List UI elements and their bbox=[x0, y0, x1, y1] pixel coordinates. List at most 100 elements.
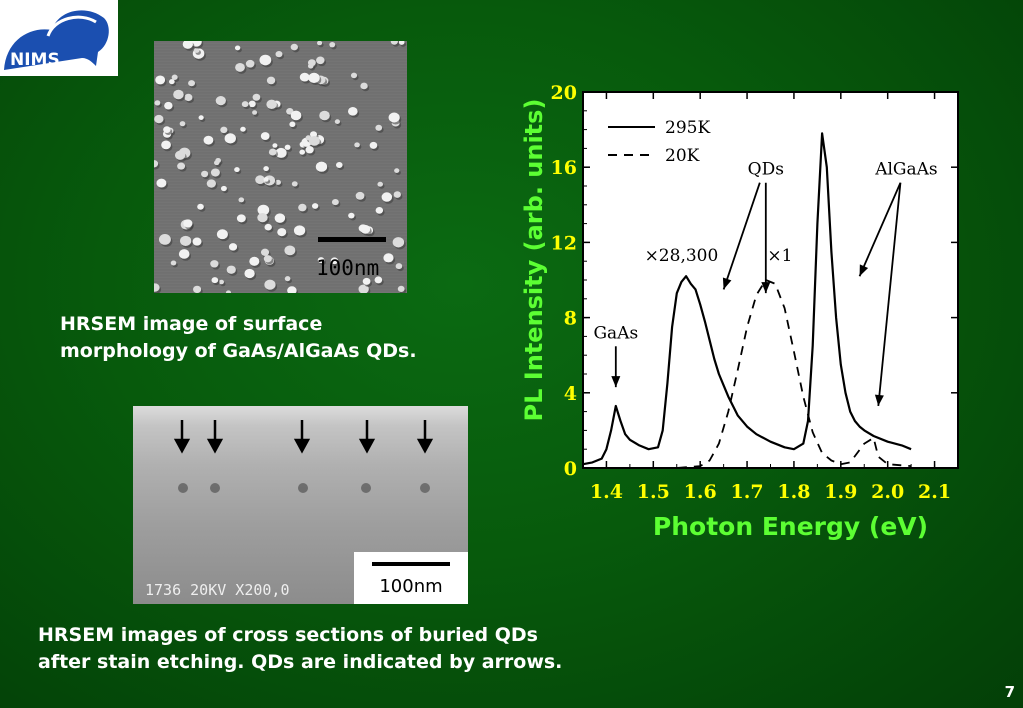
quantum-dot bbox=[155, 75, 166, 85]
quantum-dot bbox=[211, 277, 219, 284]
quantum-dot bbox=[293, 225, 306, 236]
x-tick-label: 1.4 bbox=[590, 481, 623, 503]
series-group bbox=[582, 132, 912, 469]
series-line-20k bbox=[629, 279, 912, 469]
plot-frame bbox=[582, 91, 959, 469]
quantum-dot bbox=[397, 285, 405, 292]
quantum-dot bbox=[284, 144, 291, 150]
quantum-dot bbox=[394, 168, 400, 174]
quantum-dot bbox=[259, 54, 272, 66]
quantum-dot bbox=[308, 135, 320, 146]
annotation-label: AlGaAs bbox=[874, 160, 937, 180]
annotation-arrow bbox=[877, 182, 902, 407]
y-axis-label: PL Intensity (arb. units) bbox=[520, 99, 548, 422]
quantum-dot bbox=[264, 279, 276, 290]
quantum-dot bbox=[249, 256, 260, 266]
quantum-dot bbox=[395, 263, 403, 270]
annotation-arrowhead bbox=[761, 282, 771, 294]
legend-label: 295K bbox=[665, 118, 710, 138]
quantum-dot bbox=[198, 115, 204, 120]
quantum-dot bbox=[263, 177, 269, 182]
quantum-dot bbox=[362, 277, 371, 285]
quantum-dot bbox=[161, 140, 171, 150]
quantum-dot bbox=[330, 257, 339, 265]
x-tick-label: 1.9 bbox=[824, 481, 857, 503]
quantum-dot bbox=[348, 212, 355, 219]
nims-logo: NIMS bbox=[0, 0, 118, 76]
caption-line: after stain etching. QDs are indicated b… bbox=[38, 651, 563, 673]
annotation-arrowhead bbox=[874, 394, 884, 406]
scale-bar-1 bbox=[318, 237, 386, 242]
quantum-dot bbox=[275, 147, 287, 158]
quantum-dot bbox=[257, 212, 268, 223]
quantum-dot bbox=[169, 79, 175, 85]
quantum-dot bbox=[284, 245, 296, 256]
quantum-dot bbox=[182, 41, 193, 49]
x-tick-label: 1.8 bbox=[777, 481, 810, 503]
annotations-group: GaAs ×28,300 QDs ×1 AlGaAs bbox=[593, 160, 938, 407]
quantum-dot bbox=[210, 260, 219, 268]
quantum-dot bbox=[398, 41, 405, 45]
quantum-dot bbox=[225, 290, 232, 293]
quantum-dot bbox=[177, 162, 186, 170]
caption-line: HRSEM images of cross sections of buried… bbox=[38, 624, 538, 646]
quantum-dot bbox=[252, 110, 258, 115]
quantum-dot bbox=[218, 279, 225, 285]
quantum-dot bbox=[347, 106, 358, 116]
quantum-dot bbox=[331, 198, 339, 206]
quantum-dot bbox=[299, 72, 310, 82]
quantum-dot bbox=[309, 131, 318, 138]
y-ticks: 0 4 8 12 16 20 bbox=[551, 82, 958, 480]
y-tick-label: 16 bbox=[551, 157, 577, 179]
quantum-dot bbox=[245, 59, 255, 68]
quantum-dot bbox=[299, 149, 306, 155]
quantum-dot bbox=[154, 100, 161, 106]
quantum-dot bbox=[234, 167, 240, 173]
logo-text: NIMS bbox=[10, 50, 60, 70]
quantum-dot bbox=[319, 110, 330, 121]
annotation-label: ×1 bbox=[767, 246, 792, 266]
legend: 295K 20K bbox=[608, 118, 710, 166]
x-tick-label: 1.6 bbox=[684, 481, 717, 503]
quantum-dot bbox=[184, 93, 193, 102]
quantum-dot bbox=[317, 41, 323, 46]
scale-bar-label-1: 100nm bbox=[316, 256, 379, 280]
quantum-dot bbox=[255, 175, 265, 185]
annotation-label: ×28,300 bbox=[645, 246, 719, 266]
quantum-dot bbox=[375, 124, 383, 131]
quantum-dot bbox=[263, 166, 269, 172]
quantum-dot bbox=[290, 110, 302, 121]
quantum-dot bbox=[241, 101, 249, 108]
nims-logo-mark bbox=[4, 10, 109, 70]
quantum-dot bbox=[178, 249, 190, 259]
quantum-dot bbox=[289, 121, 296, 127]
quantum-dot bbox=[180, 235, 192, 246]
quantum-dot bbox=[383, 253, 394, 263]
quantum-dot bbox=[335, 162, 343, 168]
quantum-dot bbox=[315, 161, 328, 172]
quantum-dot bbox=[374, 276, 383, 284]
quantum-dot bbox=[381, 192, 393, 202]
quantum-dot bbox=[360, 224, 371, 234]
cross-section-overlay: 1736 20KV X200,0 bbox=[145, 420, 434, 599]
quantum-dot bbox=[287, 286, 297, 293]
quantum-dot bbox=[235, 62, 245, 72]
quantum-dot bbox=[277, 228, 287, 237]
quantum-dot bbox=[226, 265, 236, 274]
caption-surface: HRSEM image of surface morphology of GaA… bbox=[60, 311, 520, 365]
quantum-dot bbox=[240, 126, 246, 132]
quantum-dot bbox=[334, 119, 340, 124]
y-tick-label: 12 bbox=[551, 232, 577, 254]
quantum-dot bbox=[154, 114, 164, 124]
y-tick-label: 8 bbox=[564, 308, 577, 330]
quantum-dot bbox=[360, 82, 368, 90]
quantum-dot bbox=[164, 101, 173, 110]
quantum-dot bbox=[355, 191, 365, 200]
quantum-dot bbox=[260, 132, 270, 141]
quantum-dot bbox=[163, 126, 171, 133]
quantum-dot bbox=[228, 243, 238, 251]
quantum-dot bbox=[308, 72, 320, 84]
quantum-dot bbox=[264, 223, 272, 231]
quantum-dot bbox=[171, 74, 178, 80]
quantum-dot bbox=[377, 181, 384, 187]
